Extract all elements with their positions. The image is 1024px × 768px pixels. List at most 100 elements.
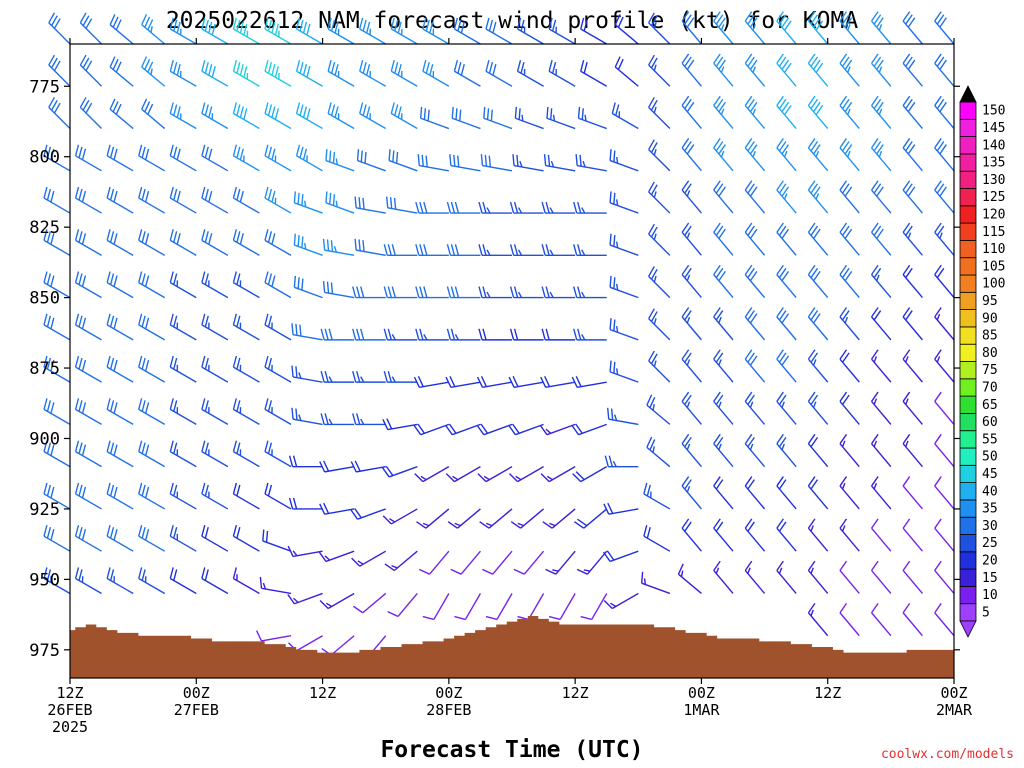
- barb-feather: [329, 150, 332, 162]
- colorbar-max-arrow: [959, 85, 977, 103]
- barb-shaft: [169, 155, 197, 172]
- barb-feather: [201, 144, 206, 156]
- barb-shaft: [75, 493, 102, 510]
- barb-shaft: [744, 485, 766, 510]
- wind-barb: [681, 95, 702, 129]
- barb-shaft: [807, 443, 829, 468]
- barb-shaft: [648, 106, 671, 130]
- wind-barb: [934, 222, 955, 256]
- barb-shaft: [681, 20, 702, 45]
- barb-feather: [356, 370, 361, 383]
- barb-feather: [81, 275, 87, 287]
- wind-barb: [934, 391, 955, 425]
- barb-feather: [173, 231, 178, 243]
- barb-feather: [776, 518, 784, 529]
- barb-feather: [79, 97, 87, 108]
- barb-feather: [360, 376, 365, 383]
- barb-feather: [684, 394, 692, 405]
- colorbar-swatch: [959, 188, 977, 207]
- barb-feather: [778, 141, 787, 152]
- colorbar-label: 95: [982, 294, 998, 309]
- barb-feather: [934, 433, 942, 445]
- barb-feather: [844, 17, 853, 28]
- wind-barb: [417, 154, 449, 172]
- barb-shaft: [419, 381, 449, 389]
- barb-feather: [878, 108, 883, 115]
- barb-feather: [715, 267, 724, 279]
- barb-feather: [78, 526, 83, 539]
- barb-feather: [334, 64, 339, 76]
- barb-feather: [74, 355, 80, 368]
- barb-feather: [351, 557, 361, 567]
- barb-feather: [810, 525, 814, 532]
- wind-barb: [43, 398, 71, 426]
- barb-feather: [358, 197, 361, 209]
- barb-feather: [460, 21, 465, 34]
- barb-feather: [486, 249, 491, 256]
- barb-feather: [573, 244, 578, 256]
- barb-feather: [48, 54, 56, 66]
- barb-feather: [236, 19, 241, 32]
- wind-barb: [776, 264, 797, 299]
- barb-feather: [611, 102, 616, 114]
- barb-shaft: [233, 577, 260, 595]
- barb-feather: [141, 315, 146, 328]
- barb-shaft: [388, 159, 418, 172]
- barb-feather: [50, 444, 55, 456]
- barb-feather: [112, 58, 119, 70]
- barb-feather: [934, 53, 942, 64]
- barb-feather: [781, 270, 790, 282]
- barb-feather: [393, 197, 397, 210]
- barb-feather: [387, 328, 392, 341]
- barb-feather: [267, 19, 273, 32]
- barb-shaft: [902, 316, 923, 341]
- barb-shaft: [201, 70, 229, 87]
- barb-feather: [358, 239, 361, 251]
- barb-shaft: [744, 231, 766, 256]
- barb-feather: [749, 401, 754, 408]
- barb-feather: [551, 19, 557, 32]
- barb-feather: [387, 286, 392, 298]
- y-tick-label: 950: [29, 570, 60, 590]
- barb-feather: [360, 418, 365, 425]
- wind-barb: [483, 106, 513, 130]
- colorbar-min-arrow: [959, 620, 977, 638]
- barb-feather: [545, 568, 557, 575]
- barb-feather: [720, 150, 725, 158]
- wind-barb: [201, 567, 229, 595]
- barb-feather: [298, 414, 302, 421]
- barb-feather: [810, 183, 819, 194]
- barb-feather: [576, 568, 588, 575]
- barb-feather: [812, 359, 817, 366]
- barb-feather: [204, 146, 209, 158]
- barb-feather: [454, 244, 460, 256]
- barb-feather: [873, 310, 882, 321]
- barb-feather: [573, 201, 578, 214]
- barb-shaft: [264, 28, 292, 45]
- barb-feather: [109, 98, 116, 110]
- barb-feather: [549, 522, 556, 527]
- barb-shaft: [456, 508, 481, 529]
- colorbar-swatch: [959, 274, 977, 293]
- barb-shaft: [871, 527, 892, 552]
- barb-feather: [360, 328, 365, 341]
- barb-feather: [387, 244, 392, 256]
- wind-barb: [232, 17, 260, 45]
- wind-barb: [713, 518, 734, 552]
- barb-feather: [417, 423, 425, 434]
- wind-barb: [776, 180, 797, 214]
- barb-shaft: [292, 550, 323, 558]
- barb-feather: [169, 524, 174, 537]
- barb-feather: [934, 349, 942, 360]
- barb-shaft: [75, 577, 102, 595]
- barb-feather: [515, 475, 522, 481]
- wind-barb: [614, 14, 639, 45]
- barb-feather: [454, 615, 466, 621]
- wind-barb: [607, 407, 639, 426]
- barb-feather: [81, 190, 87, 203]
- wind-barb: [776, 307, 797, 341]
- wind-barb: [744, 11, 766, 45]
- barb-feather: [744, 560, 753, 571]
- barb-feather: [810, 225, 819, 236]
- colorbar-label: 45: [982, 467, 998, 482]
